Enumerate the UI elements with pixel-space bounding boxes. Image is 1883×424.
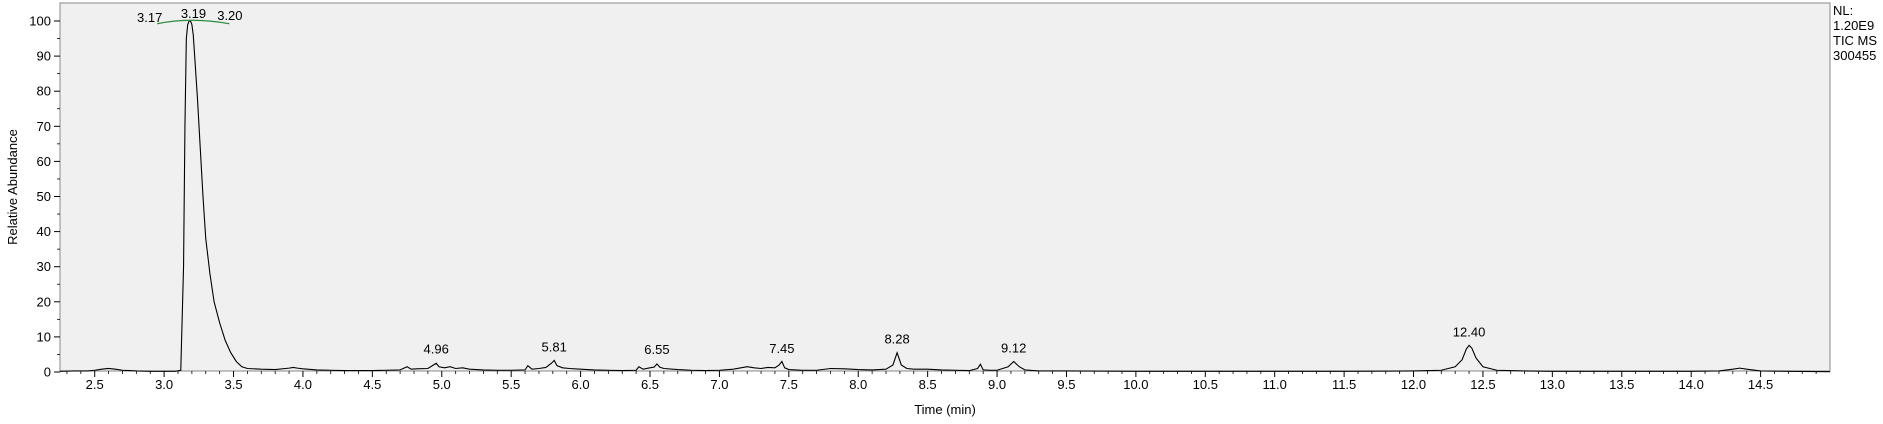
x-tick-label: 11.0 xyxy=(1263,377,1287,392)
y-tick-label: 80 xyxy=(37,84,51,99)
x-tick-label: 14.0 xyxy=(1679,377,1704,392)
x-tick-label: 10.5 xyxy=(1193,377,1218,392)
peak-label: 5.81 xyxy=(542,340,567,355)
y-tick-label: 90 xyxy=(37,49,51,64)
peak-label: 12.40 xyxy=(1453,325,1486,340)
y-tick-label: 0 xyxy=(44,365,51,380)
x-tick-label: 6.5 xyxy=(641,377,659,392)
y-tick-label: 30 xyxy=(37,259,51,274)
x-tick-label: 4.0 xyxy=(294,377,312,392)
x-tick-label: 7.0 xyxy=(710,377,728,392)
x-tick-label: 7.5 xyxy=(780,377,798,392)
x-tick-label: 8.5 xyxy=(919,377,937,392)
info-line: 1.20E9 xyxy=(1833,18,1874,33)
info-line: NL: xyxy=(1833,3,1853,18)
x-tick-label: 12.0 xyxy=(1401,377,1426,392)
x-tick-label: 2.5 xyxy=(86,377,104,392)
y-tick-label: 70 xyxy=(37,119,51,134)
y-tick-label: 20 xyxy=(37,294,51,309)
y-tick-label: 10 xyxy=(37,329,51,344)
x-tick-label: 13.0 xyxy=(1540,377,1565,392)
peak-label: 8.28 xyxy=(884,332,909,347)
y-axis-title: Relative Abundance xyxy=(5,129,20,245)
x-tick-label: 6.0 xyxy=(572,377,590,392)
peak-label: 3.20 xyxy=(217,8,242,23)
peak-label: 7.45 xyxy=(769,341,794,356)
peak-label: 6.55 xyxy=(644,342,669,357)
info-line: TIC MS xyxy=(1833,33,1877,48)
y-tick-label: 50 xyxy=(37,189,51,204)
x-tick-label: 9.5 xyxy=(1057,377,1075,392)
x-tick-label: 14.5 xyxy=(1748,377,1773,392)
peak-label: 3.17 xyxy=(137,10,162,25)
x-tick-label: 3.0 xyxy=(155,377,173,392)
x-tick-label: 4.5 xyxy=(363,377,381,392)
x-tick-label: 12.5 xyxy=(1470,377,1495,392)
x-tick-label: 13.5 xyxy=(1609,377,1634,392)
y-tick-label: 60 xyxy=(37,154,51,169)
series-line-tic xyxy=(59,20,1831,373)
plot-area xyxy=(59,2,1831,372)
x-tick-label: 5.5 xyxy=(502,377,520,392)
y-tick-label: 100 xyxy=(29,14,51,29)
x-tick-label: 5.0 xyxy=(433,377,451,392)
x-tick-label: 10.0 xyxy=(1123,377,1148,392)
info-line: 300455 xyxy=(1833,48,1876,63)
peak-integration-marker xyxy=(157,19,230,25)
x-tick-label: 3.5 xyxy=(224,377,242,392)
peak-label: 3.19 xyxy=(181,6,206,21)
y-tick-label: 40 xyxy=(37,224,51,239)
x-tick-label: 8.0 xyxy=(849,377,867,392)
x-tick-label: 9.0 xyxy=(988,377,1006,392)
x-tick-label: 11.5 xyxy=(1332,377,1356,392)
peak-label: 9.12 xyxy=(1001,340,1026,355)
peak-label: 4.96 xyxy=(424,341,449,356)
x-axis-title: Time (min) xyxy=(914,402,976,417)
